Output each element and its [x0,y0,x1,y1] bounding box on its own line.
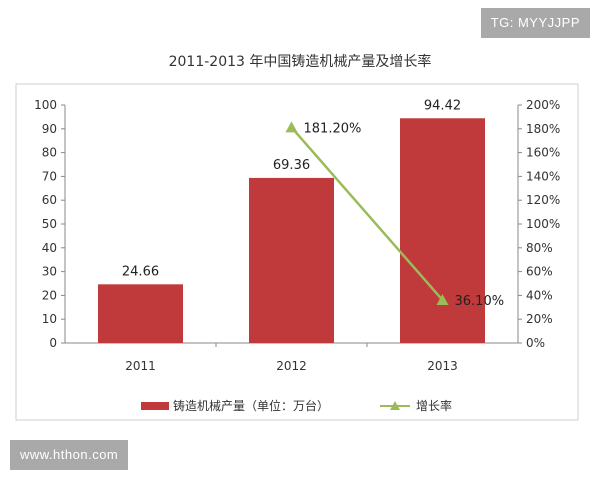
bar [400,118,485,344]
watermark-bottom-left: www.hthon.com [10,440,129,470]
growth-point [285,121,298,133]
x-tick-label: 2013 [427,359,458,373]
growth-point [436,294,449,306]
y-tick-label-left: 90 [42,122,57,136]
x-tick-label: 2011 [125,359,156,373]
y-tick-label-left: 0 [49,336,57,350]
y-tick-label-right: 200% [526,98,560,112]
growth-data-label: 36.10% [455,294,505,309]
legend-swatch-bar [141,402,169,410]
y-tick-label-right: 0% [526,336,545,350]
x-tick-label: 2012 [276,359,307,373]
watermark-top-right: TG: MYYJJPP [480,8,590,38]
growth-line [290,126,444,301]
growth-data-label: 181.20% [304,121,362,136]
y-tick-label-right: 160% [526,146,560,160]
y-tick-label-right: 120% [526,193,560,207]
legend-label-bar: 铸造机械产量（单位：万台） [173,398,329,413]
y-tick-label-left: 70 [42,169,57,183]
bar [249,177,334,343]
y-tick-label-right: 100% [526,217,560,231]
bar-data-label: 24.66 [122,264,159,279]
y-tick-label-right: 20% [526,312,553,326]
bar-data-label: 94.42 [424,98,461,113]
legend: 铸造机械产量（单位：万台） 增长率 [141,398,452,413]
chart-title: 2011-2013 年中国铸造机械产量及增长率 [169,53,432,70]
y-tick-label-right: 60% [526,265,553,279]
legend-label-line: 增长率 [416,398,452,413]
y-tick-label-left: 30 [42,265,57,279]
y-tick-label-right: 40% [526,288,553,302]
y-tick-label-left: 100 [34,98,57,112]
y-tick-label-right: 180% [526,122,560,136]
bar-data-label: 69.36 [273,158,310,173]
chart-frame [15,83,579,421]
y-tick-label-left: 40 [42,241,57,255]
y-tick-label-left: 20 [42,288,57,302]
y-tick-label-right: 80% [526,241,553,255]
bar-series: 24.66 69.36 94.42 [98,98,485,344]
bar [98,284,183,343]
y-tick-label-right: 140% [526,169,560,183]
y-tick-label-left: 10 [42,312,57,326]
axes: 0 10 20 30 40 50 60 70 80 90 100 0% 20% 40% 60% 80% 100%… [34,98,560,373]
legend-marker-line [390,401,400,410]
y-tick-label-left: 50 [42,217,57,231]
line-series: 181.20% 36.10% [285,121,505,309]
y-tick-label-left: 60 [42,193,57,207]
y-tick-label-left: 80 [42,146,57,160]
